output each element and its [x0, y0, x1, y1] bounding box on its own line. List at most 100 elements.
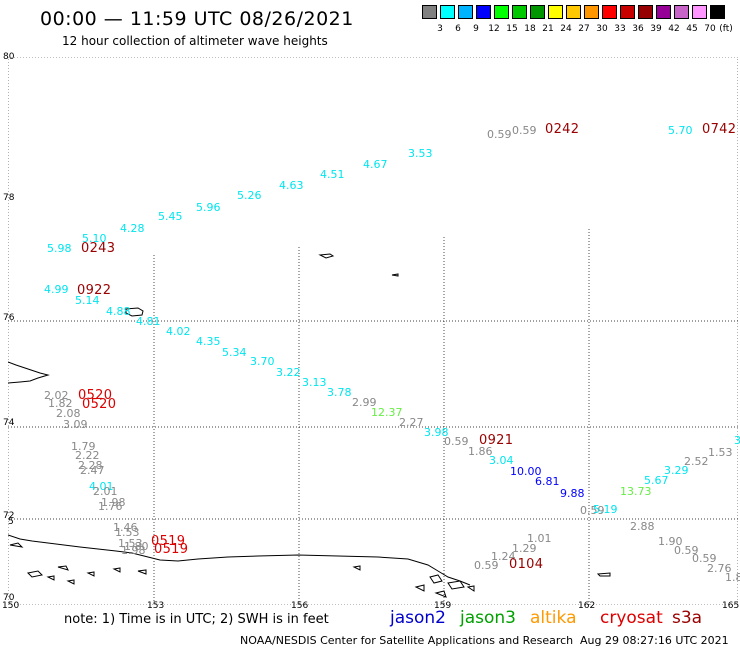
wave-height-label: 4.51 [320, 168, 345, 181]
scale-label: 42 [668, 24, 680, 34]
scale-label: 6 [455, 24, 461, 34]
wave-height-label: 2.52 [684, 455, 709, 468]
wave-height-label: 1.82 [48, 397, 73, 410]
wave-height-label: 5.70 [668, 124, 693, 137]
footer-note: note: 1) Time is in UTC; 2) SWH is in fe… [64, 612, 329, 627]
lon-label: 153 [147, 601, 165, 611]
wave-height-label: 2.01 [93, 485, 118, 498]
lat-label: 74 [3, 418, 15, 428]
scale-label: 39 [650, 24, 662, 34]
wave-height-label: 1.90 [658, 535, 683, 548]
scale-label: 15 [506, 24, 518, 34]
lon-label: 159 [434, 601, 452, 611]
wave-height-label: 1.76 [98, 500, 123, 513]
wave-height-label: 13.73 [620, 485, 652, 498]
map-canvas [8, 57, 738, 605]
credit-timestamp: Aug 29 08:27:16 UTC 2021 [580, 634, 729, 647]
wave-height-label: 6.81 [535, 475, 560, 488]
pass-time-label: 0104 [509, 557, 544, 572]
wave-height-label: 3.22 [276, 366, 301, 379]
lat-label: 78 [3, 193, 15, 203]
scale-swatch [422, 5, 437, 19]
wave-height-label: 0.59 [487, 128, 512, 141]
wave-height-label: 9.88 [560, 487, 585, 500]
wave-height-label: 5.96 [196, 201, 221, 214]
wave-height-label: 3.29 [664, 464, 689, 477]
wave-height-label: 1.79 [71, 440, 96, 453]
lon-label: 150 [2, 601, 20, 611]
wave-height-label: 2.22 [75, 449, 100, 462]
wave-height-label: 3.70 [250, 355, 275, 368]
credit-line: NOAA/NESDIS Center for Satellite Applica… [240, 634, 574, 647]
wave-height-label: 3.98 [424, 426, 449, 439]
wave-height-label: 1.01 [527, 532, 552, 545]
wave-height-label: 0.59 [674, 544, 699, 557]
wave-height-label: 4.67 [363, 158, 388, 171]
lon-label: 165 [722, 601, 740, 611]
scale-label: 3 [437, 24, 443, 34]
scale-swatch [458, 5, 473, 19]
wave-height-label: 2.28 [78, 459, 103, 472]
coastline [8, 253, 611, 598]
wave-height-label: 5.34 [222, 346, 247, 359]
wave-height-label: 2.88 [630, 520, 655, 533]
wave-height-label: 2.27 [399, 416, 424, 429]
scale-label: 30 [596, 24, 608, 34]
wave-height-label: 2.99 [352, 396, 377, 409]
scale-label: 18 [524, 24, 536, 34]
wave-height-label: 5.19 [593, 503, 618, 516]
scale-swatch [548, 5, 563, 19]
wave-height-label: 4.63 [279, 179, 304, 192]
wave-height-label: 4.35 [196, 335, 221, 348]
pass-time-label: 0742 [702, 122, 737, 137]
scale-swatch [476, 5, 491, 19]
wave-height-label: 4.01 [89, 480, 114, 493]
legend-jason2: jason2 [390, 608, 446, 628]
scale-swatch [602, 5, 617, 19]
wave-height-label: 1.53 [118, 537, 143, 550]
wave-height-label: 5.45 [158, 210, 183, 223]
wave-height-label: 4.02 [166, 325, 191, 338]
wave-height-label: 4.88 [106, 305, 131, 318]
wave-height-label: 0.59 [444, 435, 469, 448]
pass-time-label: 0519 [151, 534, 186, 549]
wave-height-label: 10.00 [510, 465, 542, 478]
wave-height-label: 3.78 [327, 386, 352, 399]
scale-label: 36 [632, 24, 644, 34]
wave-height-label: 3.04 [489, 454, 514, 467]
wave-height-label: 3 [734, 434, 740, 447]
pass-time-label: 0243 [81, 241, 116, 256]
scale-swatch [584, 5, 599, 19]
pass-time-label: 0922 [77, 283, 112, 298]
scale-swatch [512, 5, 527, 19]
scale-label: 12 [488, 24, 500, 34]
wave-height-label: 1.86 [468, 445, 493, 458]
wave-height-label: 0.59 [580, 504, 605, 517]
legend-altika: altika [530, 608, 577, 628]
wave-height-label: 3.09 [63, 418, 88, 431]
lat-label: 72 [3, 511, 15, 521]
wave-height-label: 0.59 [474, 559, 499, 572]
scale-label: 45 [686, 24, 698, 34]
wave-height-label: 1.80 [124, 540, 149, 553]
wave-height-label: 2.47 [80, 464, 105, 477]
scale-swatch [638, 5, 653, 19]
wave-height-label: 1.46 [113, 521, 138, 534]
wave-height-label: 4.28 [120, 222, 145, 235]
wave-height-label: 4.81 [136, 315, 161, 328]
wave-height-label: 3.13 [302, 376, 327, 389]
pass-time-label: 0519 [154, 542, 189, 557]
scale-swatch [674, 5, 689, 19]
scale-swatch [692, 5, 707, 19]
pass-time-label: 0520 [78, 388, 113, 403]
scale-swatch [440, 5, 455, 19]
scale-swatch [620, 5, 635, 19]
wave-height-label: 1.24 [491, 550, 516, 563]
scale-label: 27 [578, 24, 590, 34]
wave-height-label: 5.14 [75, 294, 100, 307]
wave-height-label: 1.29 [512, 542, 537, 555]
lat-label: 76 [3, 313, 15, 323]
wave-height-label: 5.10 [82, 232, 107, 245]
wave-height-label: 2.76 [707, 562, 732, 575]
scale-unit: (ft) [719, 24, 733, 34]
